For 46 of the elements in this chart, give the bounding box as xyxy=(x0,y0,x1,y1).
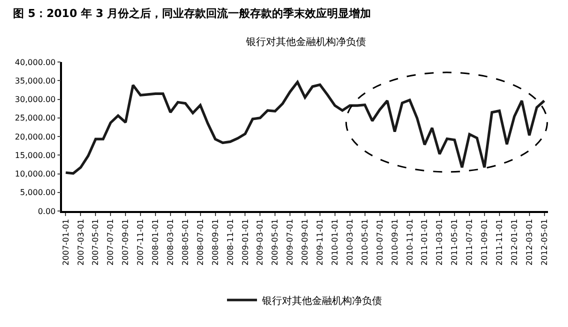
x-tick-label: 2009-05-01 xyxy=(270,218,280,266)
x-tick-label: 2012-03-01 xyxy=(524,218,534,266)
y-tick-label: 0.00 xyxy=(38,206,56,216)
y-tick-label: 5,000.00 xyxy=(20,188,56,198)
x-tick-label: 2010-11-01 xyxy=(405,218,414,266)
y-tick-label: 10,000.00 xyxy=(14,170,56,179)
y-tick-label: 30,000.00 xyxy=(14,95,56,104)
x-tick-label: 2008-01-01 xyxy=(151,218,160,266)
x-tick-label: 2010-01-01 xyxy=(330,218,340,266)
x-tick-label: 2008-11-01 xyxy=(226,218,235,266)
x-tick-label: 2009-09-01 xyxy=(300,218,310,266)
x-tick-label: 2011-11-01 xyxy=(495,218,504,266)
x-tick-label: 2007-09-01 xyxy=(121,218,130,266)
x-tick-label: 2010-09-01 xyxy=(390,218,400,266)
x-tick-label: 2010-07-01 xyxy=(375,218,384,266)
x-tick-label: 2011-09-01 xyxy=(480,218,490,266)
chart-title: 图 5：2010 年 3 月份之后，同业存款回流一般存款的季末效应明显增加 xyxy=(13,7,372,20)
x-tick-label: 2007-11-01 xyxy=(136,218,146,266)
x-tick-label: 2008-07-01 xyxy=(196,218,205,266)
x-tick-label: 2012-05-01 xyxy=(540,218,549,266)
line-series xyxy=(64,80,546,175)
x-tick-label: 2009-03-01 xyxy=(256,218,265,266)
x-tick-label: 2010-05-01 xyxy=(360,218,370,266)
x-tick-label: 2007-05-01 xyxy=(91,218,100,266)
x-tick-label: 2011-07-01 xyxy=(465,218,474,266)
y-tick-label: 15,000.00 xyxy=(14,150,56,160)
x-tick-label: 2008-03-01 xyxy=(166,218,176,266)
x-tick-label: 2011-05-01 xyxy=(450,218,460,266)
chart-subtitle: 银行对其他金融机构净负债 xyxy=(245,36,366,48)
x-tick-label: 2009-01-01 xyxy=(240,218,250,266)
x-tick-label: 2011-01-01 xyxy=(420,218,430,266)
y-tick-label: 35,000.00 xyxy=(14,76,56,86)
x-tick-label: 2010-03-01 xyxy=(345,218,354,266)
x-tick-label: 2008-09-01 xyxy=(210,218,220,266)
x-tick-label: 2011-03-01 xyxy=(435,218,444,266)
x-tick-label: 2007-01-01 xyxy=(61,218,70,266)
y-tick-label: 20,000.00 xyxy=(14,132,56,142)
x-tick-label: 2007-03-01 xyxy=(76,218,86,266)
legend-label: 银行对其他金融机构净负债 xyxy=(261,294,382,307)
x-tick-label: 2009-07-01 xyxy=(286,218,295,266)
y-tick-label: 25,000.00 xyxy=(14,114,56,123)
x-tick-label: 2007-07-01 xyxy=(106,218,116,266)
x-tick-label: 2009-11-01 xyxy=(316,218,325,266)
y-tick-label: 40,000.00 xyxy=(14,58,56,67)
x-tick-label: 2008-05-01 xyxy=(180,218,190,266)
x-tick-label: 2012-01-01 xyxy=(510,218,519,266)
